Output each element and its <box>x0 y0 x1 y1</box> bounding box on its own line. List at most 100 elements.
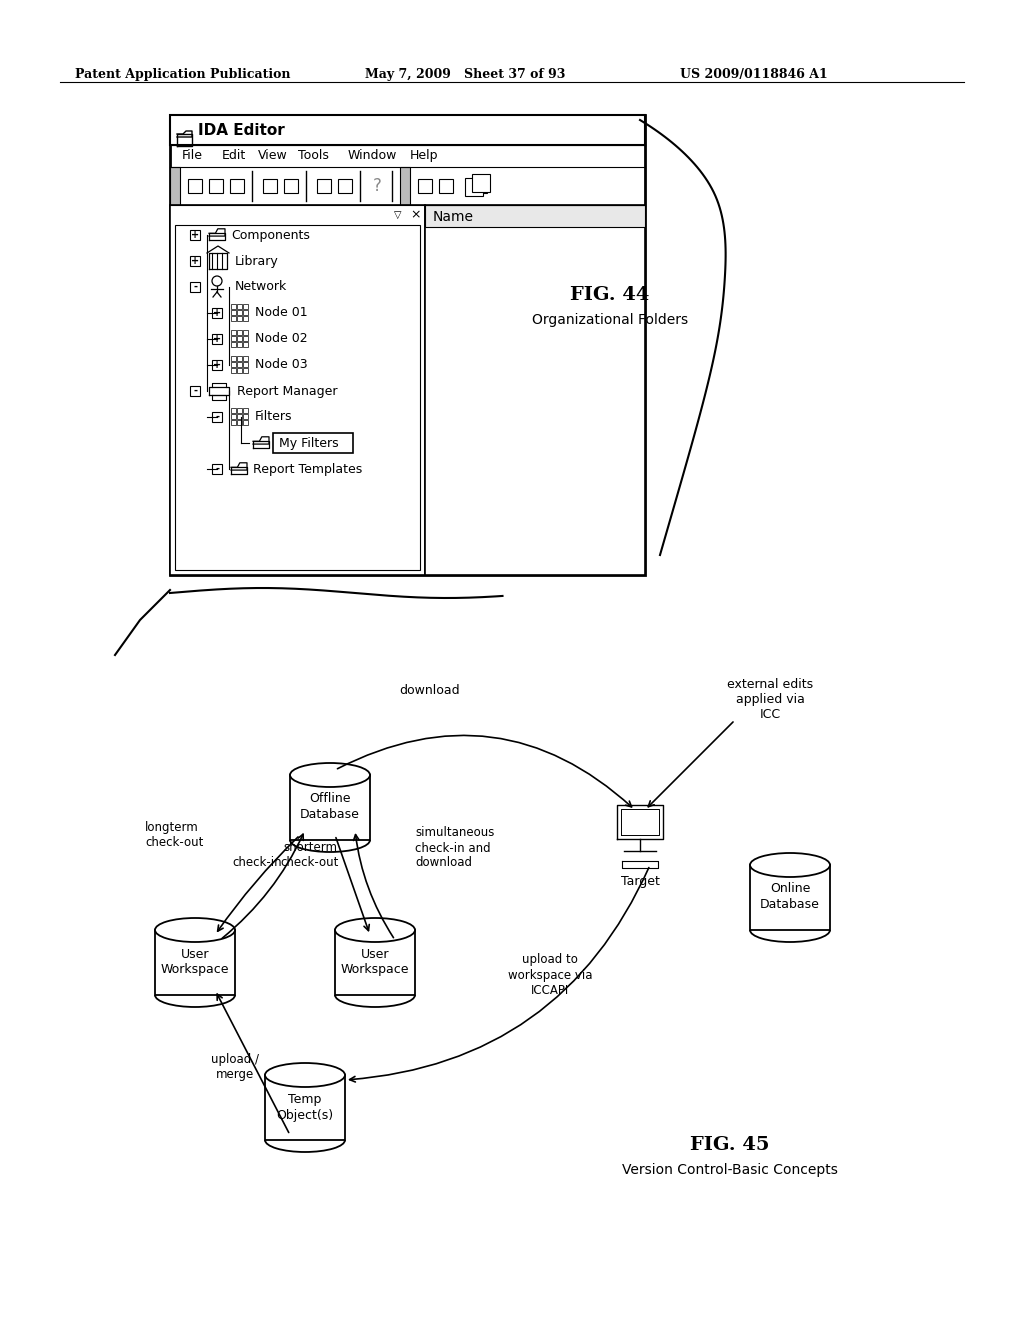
Bar <box>290 775 370 840</box>
Text: Object(s): Object(s) <box>276 1109 334 1122</box>
Bar <box>317 180 331 193</box>
Bar <box>425 205 645 227</box>
Ellipse shape <box>335 917 415 942</box>
FancyArrowPatch shape <box>218 837 298 931</box>
Text: Help: Help <box>410 149 438 162</box>
Text: longterm
check-out: longterm check-out <box>145 821 204 849</box>
Bar <box>237 356 242 360</box>
Bar <box>188 180 202 193</box>
Text: Library: Library <box>234 255 279 268</box>
Text: Node 01: Node 01 <box>255 306 307 319</box>
Bar <box>231 356 236 360</box>
Bar <box>212 334 222 345</box>
Text: shorterm
check-out: shorterm check-out <box>281 841 339 869</box>
Text: -: - <box>193 385 197 396</box>
Text: Workspace: Workspace <box>161 964 229 977</box>
Text: User: User <box>360 948 389 961</box>
Bar <box>231 342 236 347</box>
Text: external edits
applied via
ICC: external edits applied via ICC <box>727 678 813 722</box>
Text: FIG. 45: FIG. 45 <box>690 1137 770 1154</box>
Text: Report Templates: Report Templates <box>253 462 362 475</box>
Ellipse shape <box>290 763 370 787</box>
Bar <box>237 310 242 315</box>
Bar <box>231 304 236 309</box>
Text: Node 02: Node 02 <box>255 333 307 346</box>
Bar <box>237 368 242 374</box>
Text: Window: Window <box>348 149 397 162</box>
Bar <box>273 433 353 453</box>
Bar <box>243 368 248 374</box>
Text: ▽: ▽ <box>394 210 401 220</box>
Text: Tools: Tools <box>298 149 329 162</box>
Bar <box>237 315 242 321</box>
FancyArrowPatch shape <box>222 834 303 939</box>
Bar <box>209 180 223 193</box>
Text: simultaneous
check-in and
download: simultaneous check-in and download <box>415 826 495 870</box>
Text: User: User <box>181 948 209 961</box>
Bar <box>230 180 244 193</box>
Ellipse shape <box>265 1063 345 1086</box>
Text: ?: ? <box>373 177 381 195</box>
Text: Database: Database <box>760 899 820 912</box>
Text: -: - <box>215 465 219 474</box>
Bar <box>190 385 200 396</box>
Bar <box>212 412 222 422</box>
Text: Version Control-Basic Concepts: Version Control-Basic Concepts <box>622 1163 838 1177</box>
Bar <box>231 368 236 374</box>
Bar <box>212 360 222 370</box>
Bar <box>237 337 242 341</box>
Bar <box>243 330 248 335</box>
Bar <box>237 408 242 413</box>
Text: Online: Online <box>770 883 810 895</box>
Bar <box>170 205 425 576</box>
Bar <box>465 178 483 195</box>
Bar <box>231 310 236 315</box>
Bar <box>231 408 236 413</box>
Bar <box>389 205 407 224</box>
Bar <box>237 304 242 309</box>
Text: +: + <box>213 334 221 345</box>
Text: Report Manager: Report Manager <box>237 384 338 397</box>
Bar <box>243 342 248 347</box>
Text: US 2009/0118846 A1: US 2009/0118846 A1 <box>680 69 827 81</box>
Text: +: + <box>213 360 221 370</box>
Circle shape <box>212 276 222 286</box>
Text: Patent Application Publication: Patent Application Publication <box>75 69 291 81</box>
Text: download: download <box>399 684 461 697</box>
Bar <box>243 362 248 367</box>
Text: Filters: Filters <box>255 411 293 424</box>
Bar <box>338 180 352 193</box>
Bar <box>231 315 236 321</box>
Text: Name: Name <box>433 210 474 224</box>
Bar <box>243 310 248 315</box>
Text: Network: Network <box>234 281 288 293</box>
Bar <box>407 205 425 224</box>
Bar <box>425 205 645 576</box>
Text: IDA Editor: IDA Editor <box>198 123 285 139</box>
Text: Temp: Temp <box>289 1093 322 1106</box>
Bar <box>237 414 242 418</box>
Text: Offline: Offline <box>309 792 351 805</box>
Text: ×: × <box>411 209 421 222</box>
Bar <box>243 337 248 341</box>
FancyArrowPatch shape <box>338 735 632 807</box>
Text: Components: Components <box>231 228 310 242</box>
Bar <box>170 115 645 576</box>
Text: Node 03: Node 03 <box>255 359 307 371</box>
Text: Target: Target <box>621 875 659 888</box>
Bar <box>190 282 200 292</box>
Text: +: + <box>213 308 221 318</box>
Bar <box>284 180 298 193</box>
Bar <box>243 304 248 309</box>
Bar <box>439 180 453 193</box>
Bar <box>243 356 248 360</box>
Bar <box>170 115 645 145</box>
Text: View: View <box>258 149 288 162</box>
Bar <box>170 205 389 224</box>
Text: upload /
merge: upload / merge <box>211 1053 259 1081</box>
Bar <box>231 337 236 341</box>
Text: May 7, 2009   Sheet 37 of 93: May 7, 2009 Sheet 37 of 93 <box>365 69 565 81</box>
Bar <box>237 330 242 335</box>
Bar <box>155 931 234 995</box>
Bar <box>237 362 242 367</box>
